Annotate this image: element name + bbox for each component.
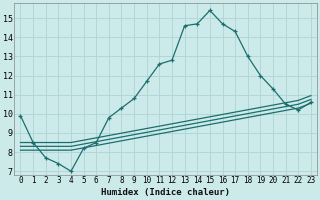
X-axis label: Humidex (Indice chaleur): Humidex (Indice chaleur): [101, 188, 230, 197]
